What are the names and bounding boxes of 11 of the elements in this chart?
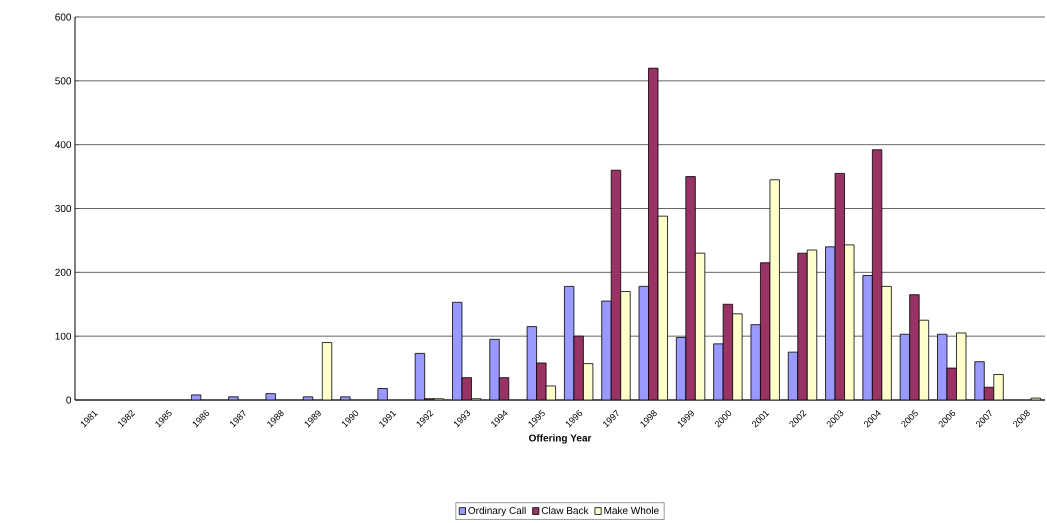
y-tick-label: 200: [55, 268, 72, 276]
x-axis-title: Offering Year: [529, 434, 592, 444]
y-tick-label: 0: [66, 396, 72, 404]
legend-label: Claw Back: [541, 506, 589, 515]
legend-label: Ordinary Call: [468, 506, 526, 517]
y-tick-label: 500: [55, 77, 72, 85]
y-tick-label: 600: [55, 13, 72, 21]
y-tick-label: 100: [55, 332, 72, 340]
legend-label: Make Whole: [604, 506, 659, 515]
y-tick-label: 400: [55, 141, 72, 149]
y-tick-label: 300: [55, 204, 72, 213]
